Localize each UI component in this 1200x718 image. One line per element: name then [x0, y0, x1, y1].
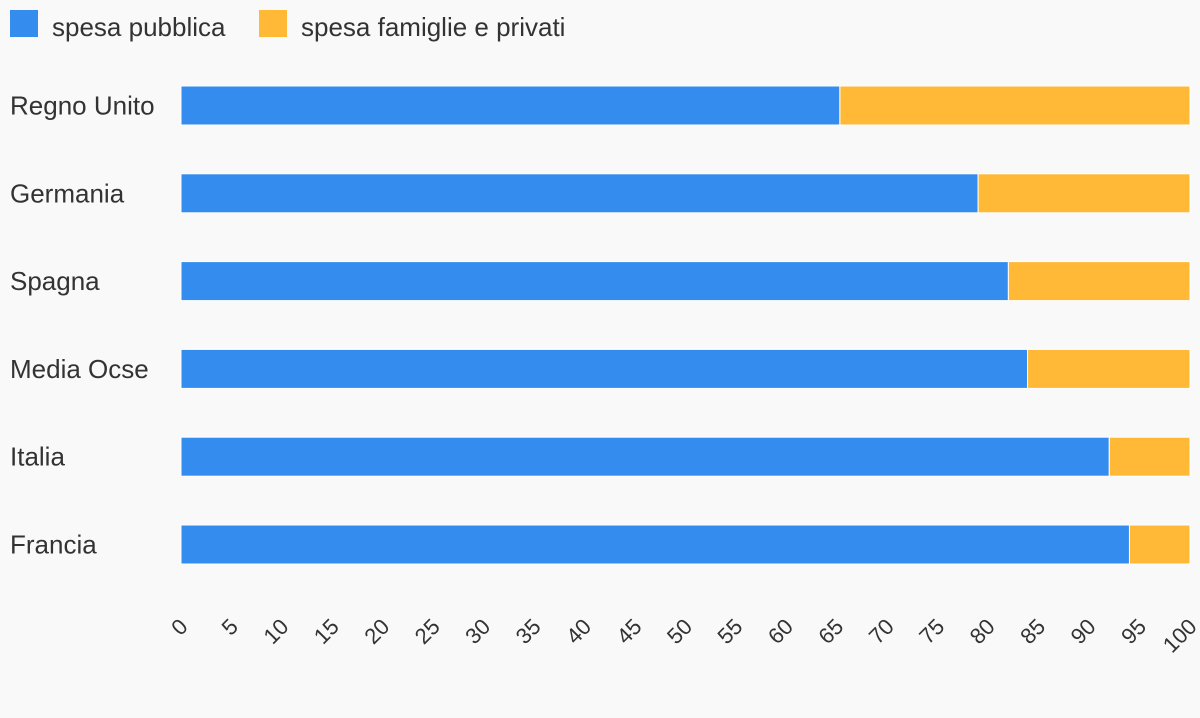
x-tick-label: 40 — [561, 614, 596, 649]
legend-label-spesa-pubblica: spesa pubblica — [52, 12, 226, 42]
x-tick-label: 80 — [965, 614, 1000, 649]
category-label: Italia — [10, 442, 65, 472]
legend-swatch-spesa-famiglie-e-privati — [259, 10, 287, 37]
x-tick-label: 100 — [1158, 614, 1200, 658]
bar-segment-spesa-famiglie-e-privati — [839, 85, 1191, 126]
x-tick-label: 75 — [914, 614, 949, 649]
bars — [180, 85, 1191, 565]
x-axis-ticks: 0 5 10 15 20 25 30 35 40 45 50 55 60 65 70 75 80 85 90 95 10… — [166, 614, 1200, 658]
legend: spesa pubblica spesa famiglie e privati — [10, 10, 565, 42]
x-tick-label: 10 — [258, 614, 293, 649]
x-tick-label: 35 — [511, 614, 546, 649]
x-tick-label: 30 — [460, 614, 495, 649]
x-tick-label: 55 — [712, 614, 747, 649]
bar-segment-spesa-famiglie-e-privati — [1027, 348, 1191, 389]
category-label: Regno Unito — [10, 91, 155, 121]
x-tick-label: 70 — [864, 614, 899, 649]
x-tick-label: 90 — [1066, 614, 1101, 649]
category-label: Media Ocse — [10, 354, 149, 384]
x-tick-label: 0 — [166, 614, 192, 640]
category-label: Germania — [10, 178, 125, 208]
x-tick-label: 5 — [217, 614, 243, 640]
bar-segment-spesa-famiglie-e-privati — [977, 173, 1191, 214]
legend-label-spesa-famiglie-e-privati: spesa famiglie e privati — [301, 12, 565, 42]
x-tick-label: 60 — [763, 614, 798, 649]
x-tick-label: 95 — [1116, 614, 1151, 649]
bar-segment-spesa-famiglie-e-privati — [1108, 436, 1191, 477]
bar-segment-spesa-pubblica — [180, 261, 1009, 302]
x-tick-label: 50 — [662, 614, 697, 649]
x-tick-label: 85 — [1015, 614, 1050, 649]
category-labels: Regno Unito Germania Spagna Media Ocse Itali… — [10, 91, 155, 560]
x-tick-label: 65 — [813, 614, 848, 649]
x-tick-label: 25 — [410, 614, 445, 649]
x-tick-label: 15 — [309, 614, 344, 649]
x-tick-label: 20 — [359, 614, 394, 649]
bar-segment-spesa-pubblica — [180, 436, 1110, 477]
category-label: Francia — [10, 530, 97, 560]
bar-segment-spesa-pubblica — [180, 348, 1029, 389]
x-tick-label: 45 — [612, 614, 647, 649]
category-label: Spagna — [10, 266, 100, 296]
bar-segment-spesa-famiglie-e-privati — [1007, 261, 1191, 302]
legend-swatch-spesa-pubblica — [10, 10, 38, 37]
bar-segment-spesa-pubblica — [180, 85, 841, 126]
bar-segment-spesa-pubblica — [180, 173, 979, 214]
bar-segment-spesa-pubblica — [180, 524, 1130, 565]
bar-segment-spesa-famiglie-e-privati — [1128, 524, 1191, 565]
